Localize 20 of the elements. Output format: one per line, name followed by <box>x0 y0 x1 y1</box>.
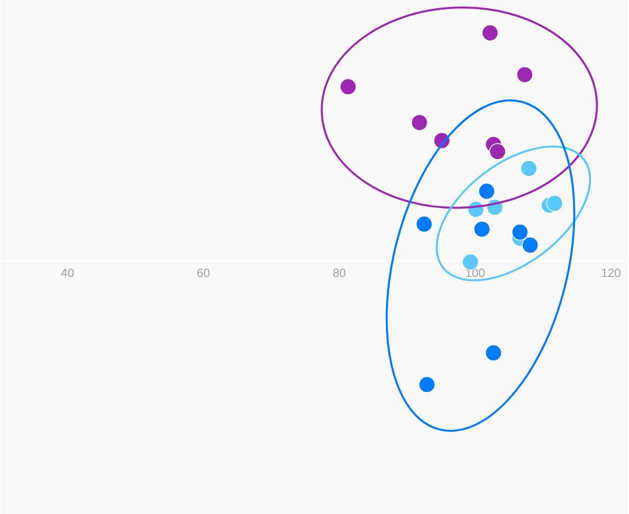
point <box>516 66 534 83</box>
point <box>478 182 496 200</box>
point <box>520 160 538 177</box>
point <box>489 143 506 160</box>
x-tick-label: 60 <box>197 268 210 277</box>
point <box>418 376 436 393</box>
x-tick-label: 120 <box>602 268 620 277</box>
point <box>416 216 433 232</box>
point <box>512 224 528 240</box>
point <box>462 253 479 270</box>
point <box>474 220 490 238</box>
point <box>340 78 357 95</box>
x-tick-label: 100 <box>466 268 485 277</box>
point <box>546 194 564 212</box>
point <box>482 24 498 42</box>
point <box>485 344 502 362</box>
x-tick-label: 40 <box>61 268 74 277</box>
point <box>411 114 428 131</box>
point <box>522 236 539 254</box>
x-tick-label: 80 <box>333 268 346 277</box>
